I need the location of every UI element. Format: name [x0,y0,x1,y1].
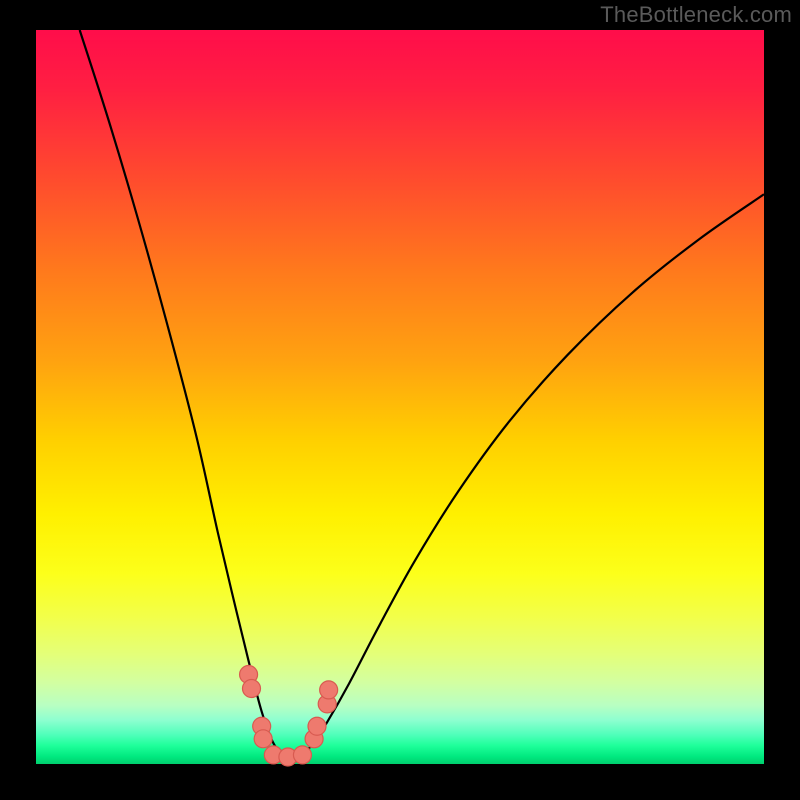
data-marker [254,730,272,748]
bottleneck-curve-chart [0,0,800,800]
plot-background-gradient [36,30,764,764]
data-marker [320,681,338,699]
data-marker [293,746,311,764]
data-marker [308,717,326,735]
data-marker [242,680,260,698]
watermark-text: TheBottleneck.com [600,2,792,28]
chart-canvas: TheBottleneck.com [0,0,800,800]
